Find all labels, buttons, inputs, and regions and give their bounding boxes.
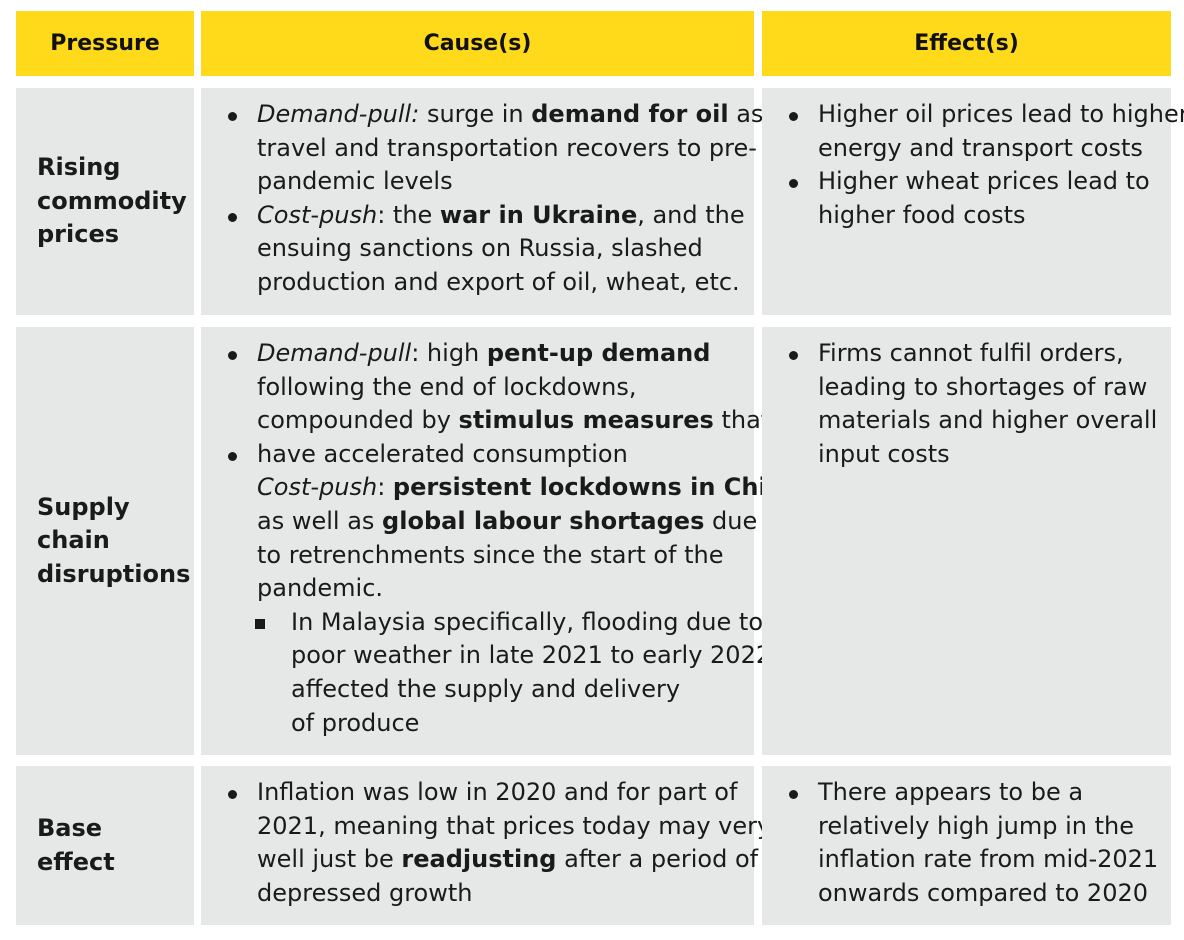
list-item: Higher wheat prices lead to higher food … [780, 165, 1171, 232]
list-item: Higher oil prices lead to higher energy … [780, 98, 1184, 165]
list-item: have accelerated consumption [219, 438, 754, 472]
row-1-causes: Demand-pull: surge in demand for oil as … [201, 88, 763, 315]
header-pressure-label: Pressure [50, 31, 160, 56]
pressure-line: prices [37, 220, 120, 249]
pressure-line: Supply [37, 492, 130, 521]
header-effects-label: Effect(s) [914, 31, 1019, 56]
effects-list: Higher oil prices lead to higher energy … [780, 98, 1184, 232]
pressure-line: commodity [37, 186, 187, 215]
list-item: Demand-pull: surge in demand for oil as … [219, 98, 763, 199]
list-item: Firms cannot fulfil orders, leading to s… [780, 337, 1171, 471]
pressure-line: chain [37, 526, 110, 555]
effects-list: Firms cannot fulfil orders, leading to s… [780, 337, 1171, 471]
row-1-pressure: Rising commodity prices [16, 88, 194, 315]
row-3-effects: There appears to be a relatively high ju… [762, 766, 1171, 925]
causes-list: Demand-pull: surge in demand for oil as … [219, 98, 763, 300]
pressure-line: disruptions [37, 559, 191, 588]
header-causes: Cause(s) [201, 11, 754, 76]
header-effects: Effect(s) [762, 11, 1171, 76]
pressure-line: effect [37, 847, 115, 876]
list-item: Inflation was low in 2020 and for part o… [219, 776, 771, 910]
causes-list: Inflation was low in 2020 and for part o… [219, 776, 771, 910]
list-item-continuation: Cost-push: persistent lockdowns in China… [257, 473, 801, 603]
sub-list-item: In Malaysia specifically, flooding due t… [219, 606, 771, 740]
row-3-causes: Inflation was low in 2020 and for part o… [201, 766, 771, 925]
row-2-effects: Firms cannot fulfil orders, leading to s… [762, 327, 1171, 755]
row-2-causes: Demand-pull: high pent-up demand followi… [201, 327, 801, 755]
pressure-line: Rising [37, 153, 121, 182]
header-pressure: Pressure [16, 11, 194, 76]
row-1-effects: Higher oil prices lead to higher energy … [762, 88, 1184, 315]
row-2-pressure: Supply chain disruptions [16, 327, 194, 755]
causes-list: Demand-pull: high pent-up demand followi… [219, 337, 801, 740]
header-causes-label: Cause(s) [423, 31, 532, 56]
list-item: Demand-pull: high pent-up demand followi… [219, 337, 770, 438]
list-item: Cost-push: the war in Ukraine, and the e… [219, 199, 754, 300]
row-3-pressure: Base effect [16, 766, 194, 925]
effects-list: There appears to be a relatively high ju… [780, 776, 1171, 910]
list-item: There appears to be a relatively high ju… [780, 776, 1171, 910]
pressure-line: Base [37, 814, 103, 842]
